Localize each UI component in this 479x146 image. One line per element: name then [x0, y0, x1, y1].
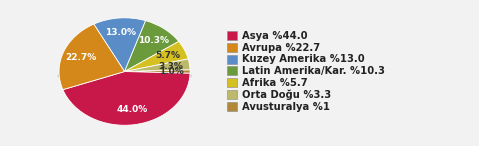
Wedge shape	[125, 21, 179, 72]
Text: 1.0%: 1.0%	[160, 67, 184, 76]
Ellipse shape	[57, 66, 192, 85]
Text: 10.3%: 10.3%	[137, 36, 169, 45]
Wedge shape	[125, 59, 190, 72]
Wedge shape	[125, 41, 188, 72]
Wedge shape	[94, 18, 146, 72]
Text: 13.0%: 13.0%	[105, 28, 136, 38]
Text: 3.3%: 3.3%	[159, 62, 184, 71]
Wedge shape	[63, 72, 190, 125]
Wedge shape	[125, 70, 190, 73]
Text: 5.7%: 5.7%	[155, 51, 180, 60]
Wedge shape	[59, 24, 125, 90]
Text: 44.0%: 44.0%	[116, 105, 148, 114]
Text: 22.7%: 22.7%	[65, 53, 96, 62]
Legend: Asya %44.0, Avrupa %22.7, Kuzey Amerika %13.0, Latin Amerika/Kar. %10.3, Afrika : Asya %44.0, Avrupa %22.7, Kuzey Amerika …	[225, 29, 387, 114]
